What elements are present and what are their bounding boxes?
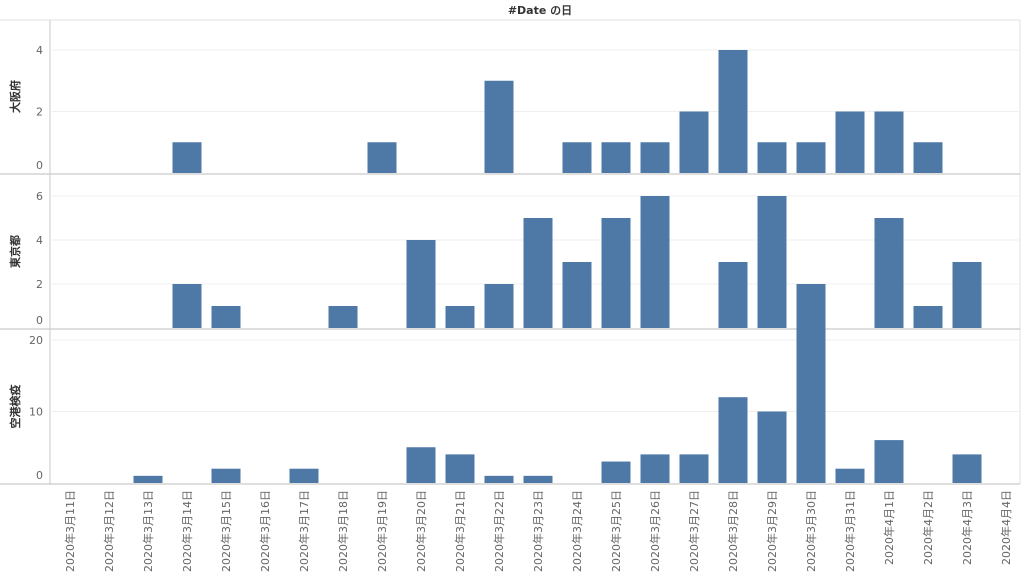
bar (406, 447, 436, 483)
bar (835, 111, 865, 173)
chart-title: #Date の日 (508, 4, 572, 17)
bar (757, 196, 787, 328)
x-tick-label: 2020年3月18日 (336, 490, 350, 572)
x-tick-label: 2020年3月31日 (843, 490, 857, 572)
x-tick-label: 2020年3月30日 (804, 490, 818, 572)
bar (406, 240, 436, 328)
bar (367, 142, 397, 173)
x-tick-label: 2020年3月25日 (609, 490, 623, 572)
bar (913, 306, 943, 328)
y-tick-label: 0 (36, 159, 43, 172)
y-tick-label: 0 (36, 314, 43, 327)
bar (796, 142, 826, 173)
y-tick-label: 4 (36, 234, 43, 247)
x-tick-label: 2020年3月26日 (648, 490, 662, 572)
x-tick-label: 2020年3月24日 (570, 490, 584, 572)
bar (562, 262, 592, 328)
bar (601, 218, 631, 328)
x-tick-label: 2020年3月27日 (687, 490, 701, 572)
y-tick-label: 20 (29, 334, 43, 347)
bar (328, 306, 358, 328)
bar (172, 142, 202, 173)
bar (718, 50, 748, 173)
x-tick-label: 2020年3月17日 (297, 490, 311, 572)
bar (679, 111, 709, 173)
x-tick-label: 2020年3月14日 (180, 490, 194, 572)
bar (484, 475, 514, 483)
bar (445, 454, 475, 483)
x-tick-label: 2020年3月21日 (453, 490, 467, 572)
bar (679, 454, 709, 483)
x-tick-label: 2020年3月11日 (63, 490, 77, 572)
x-tick-label: 2020年3月12日 (102, 490, 116, 572)
bar (718, 397, 748, 483)
bar (523, 475, 553, 483)
x-tick-label: 2020年4月3日 (960, 490, 974, 565)
panel-label: 空港検疫 (8, 385, 22, 429)
x-tick-label: 2020年3月20日 (414, 490, 428, 572)
bar (445, 306, 475, 328)
x-tick-label: 2020年3月16日 (258, 490, 272, 572)
bar (640, 454, 670, 483)
bar (484, 284, 514, 328)
bar (952, 454, 982, 483)
bar (913, 142, 943, 173)
bar (835, 468, 865, 483)
y-tick-label: 0 (36, 469, 43, 482)
bar (952, 262, 982, 328)
bar (874, 440, 904, 483)
bar (289, 468, 319, 483)
x-tick-label: 2020年3月15日 (219, 490, 233, 572)
x-tick-label: 2020年4月4日 (999, 490, 1013, 565)
panel-label: 大阪府 (8, 80, 22, 113)
bar (640, 196, 670, 328)
y-tick-label: 10 (29, 406, 43, 419)
bar (562, 142, 592, 173)
bar (874, 218, 904, 328)
bar (757, 142, 787, 173)
bar (796, 304, 826, 483)
bar (172, 284, 202, 328)
bar (601, 142, 631, 173)
bar (211, 306, 241, 328)
y-tick-label: 4 (36, 44, 43, 57)
x-tick-label: 2020年3月28日 (726, 490, 740, 572)
y-tick-label: 2 (36, 106, 43, 119)
bar (484, 80, 514, 173)
bar (640, 142, 670, 173)
x-tick-label: 2020年4月1日 (882, 490, 896, 565)
y-tick-label: 6 (36, 190, 43, 203)
bar (718, 262, 748, 328)
x-tick-label: 2020年3月19日 (375, 490, 389, 572)
x-tick-label: 2020年3月23日 (531, 490, 545, 572)
x-tick-label: 2020年3月22日 (492, 490, 506, 572)
bar (133, 475, 163, 483)
bar (757, 411, 787, 483)
bar (874, 111, 904, 173)
x-tick-label: 2020年3月13日 (141, 490, 155, 572)
bar (523, 218, 553, 328)
bar (601, 461, 631, 483)
panel-label: 東京都 (8, 235, 22, 268)
x-tick-label: 2020年4月2日 (921, 490, 935, 565)
y-tick-label: 2 (36, 278, 43, 291)
x-tick-label: 2020年3月29日 (765, 490, 779, 572)
bar (211, 468, 241, 483)
